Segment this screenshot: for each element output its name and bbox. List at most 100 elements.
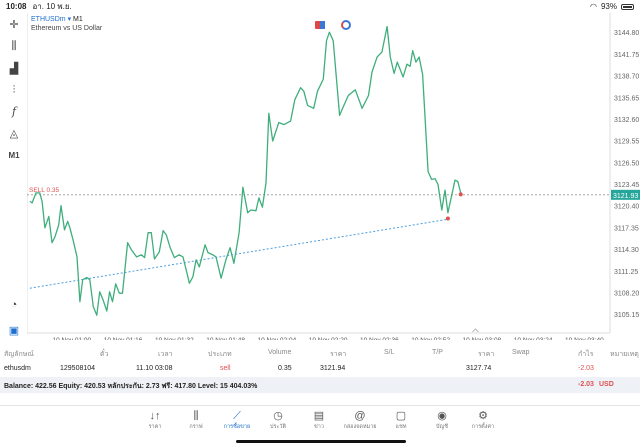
column-header[interactable]: ราคา: [330, 351, 347, 358]
cell-volume: 0.35: [278, 365, 292, 372]
tab-icon: ▢: [395, 410, 407, 422]
column-header[interactable]: สัญลักษณ์: [4, 351, 34, 358]
x-tick-label: 10 Nov 03:08: [463, 337, 502, 340]
tab-icon: ↓↑: [149, 410, 161, 422]
cell-current-price: 3127.74: [466, 365, 492, 372]
battery-icon: [621, 3, 634, 10]
sell-order-label: SELL 0.35: [29, 187, 60, 194]
tab-label: บัญชี: [436, 424, 448, 430]
cell-open-price: 3121.94: [320, 365, 346, 372]
tab-icon: @: [354, 410, 366, 422]
tab-label: การตั้งค่า: [471, 424, 495, 430]
chart-toolbar: ✛ ⫼ ▟ ⫶ f ◬ M1 ◔ ▣: [0, 13, 27, 338]
table-header: สัญลักษณ์ ตั๋ว เวลา ประเภท Volume ราคา S/L T/P ร…: [0, 345, 640, 361]
shapes-icon[interactable]: ◬: [9, 127, 19, 140]
chart-canvas[interactable]: 3144.80 3141.75 3138.70 3135.65 3132.60 3129.…: [27, 13, 640, 340]
symbol-name[interactable]: ETHUSDm: [31, 16, 66, 23]
tab-5[interactable]: @ กล่องจดหมาย: [340, 409, 380, 431]
cell-symbol: ethusdm: [4, 365, 31, 372]
status-time: 10:08: [6, 2, 27, 11]
tab-label: ข่าว: [314, 424, 324, 430]
column-header[interactable]: เวลา: [158, 351, 173, 358]
battery-percent: 93%: [600, 2, 617, 11]
x-tick-label: 10 Nov 02:20: [309, 337, 348, 340]
trade-marker: [445, 216, 450, 221]
bar-chart-icon[interactable]: ▟: [9, 62, 19, 75]
tab-icon: ◷: [273, 410, 283, 422]
y-tick-label: 3108.20: [614, 290, 639, 297]
tab-label: การซื้อขาย: [223, 424, 251, 430]
x-tick-label: 10 Nov 01:32: [155, 337, 194, 340]
cell-ticket: 129508104: [60, 365, 96, 372]
history-clock-icon[interactable]: ◔: [10, 299, 18, 311]
x-tick-label: 10 Nov 01:48: [206, 337, 245, 340]
y-tick-label: 3129.55: [614, 139, 639, 146]
indicators-icon[interactable]: ⫶: [12, 83, 16, 96]
x-tick-label: 10 Nov 01:00: [53, 337, 92, 340]
currency: USD: [599, 381, 614, 388]
balance-summary: Balance: 422.56 Equity: 420.53 หลักประกั…: [4, 383, 258, 390]
y-tick-label: 3141.75: [614, 52, 639, 59]
tab-label: กราฟ: [189, 424, 203, 430]
y-tick-label: 3135.65: [614, 95, 639, 102]
y-tick-label: 3120.40: [614, 204, 639, 211]
tab-icon: ⚙: [478, 410, 488, 422]
y-tick-label: 3111.25: [614, 269, 638, 276]
status-date: อา. 10 พ.ย.: [32, 2, 72, 11]
y-tick-label: 3117.35: [614, 225, 639, 232]
positions-table: สัญลักษณ์ ตั๋ว เวลา ประเภท Volume ราคา S/L T/P ร…: [0, 345, 640, 393]
tab-3[interactable]: ◷ ประวัติ: [258, 409, 298, 431]
tab-2[interactable]: ⟋ การซื้อขาย: [217, 409, 257, 431]
y-tick-label: 3132.60: [614, 117, 639, 124]
candlestick-icon[interactable]: ⫼: [11, 39, 17, 52]
tab-0[interactable]: ↓↑ ราคา: [135, 409, 175, 431]
column-header[interactable]: ตั๋ว: [100, 351, 109, 358]
tab-1[interactable]: ⫼ กราฟ: [176, 409, 216, 431]
timeframe-button[interactable]: M1: [8, 150, 20, 160]
tab-8[interactable]: ⚙ การตั้งค่า: [463, 409, 503, 431]
column-header[interactable]: ราคา: [478, 351, 495, 358]
y-tick-label: 3105.15: [614, 312, 639, 319]
price-chart[interactable]: 3144.80 3141.75 3138.70 3135.65 3132.60 3129.…: [27, 13, 640, 340]
x-tick-label: 10 Nov 03:24: [514, 337, 553, 340]
x-tick-label: 10 Nov 02:52: [411, 337, 450, 340]
trade-marker: [458, 192, 463, 197]
symbol-dropdown-icon[interactable]: ▾: [67, 16, 72, 23]
tab-label: ประวัติ: [269, 424, 287, 430]
x-tick-label: 10 Nov 03:40: [565, 337, 604, 340]
tab-6[interactable]: ▢ แชท: [381, 409, 421, 431]
bottom-tab-bar: ↓↑ ราคา ⫼ กราฟ ⟋ การซื้อขาย ◷ ประวัติ ▤ ข่าว @ กล่อ…: [0, 405, 640, 435]
crosshair-icon[interactable]: ✛: [9, 18, 19, 31]
symbol-info: ETHUSDm ▾ M1 Ethereum vs US Dollar: [31, 15, 102, 33]
cell-profit: -2.03: [578, 365, 594, 372]
column-header[interactable]: Swap: [512, 349, 530, 356]
table-row[interactable]: ethusdm 129508104 11.10 03:08 sell 0.35 …: [0, 361, 640, 377]
signal-icon[interactable]: [315, 21, 325, 29]
status-bar: 10:08 อา. 10 พ.ย. ◠ 93%: [0, 0, 640, 13]
tab-4[interactable]: ▤ ข่าว: [299, 409, 339, 431]
scroll-marker-icon: [472, 328, 479, 333]
tab-icon: ⫼: [193, 410, 199, 422]
tab-label: ราคา: [148, 424, 162, 430]
total-profit: -2.03: [578, 381, 594, 388]
x-tick-label: 10 Nov 02:04: [258, 337, 297, 340]
broker-logo-icon[interactable]: ▣: [8, 324, 20, 337]
home-indicator[interactable]: [236, 440, 406, 443]
x-tick-label: 10 Nov 02:36: [360, 337, 399, 340]
tab-icon: ◉: [437, 410, 447, 422]
tab-icon: ▤: [313, 410, 325, 422]
current-price-tag: [611, 189, 640, 200]
function-icon[interactable]: f: [11, 104, 17, 118]
column-header[interactable]: ประเภท: [208, 351, 232, 358]
y-tick-label: 3126.50: [614, 160, 639, 167]
tab-7[interactable]: ◉ บัญชี: [422, 409, 462, 431]
column-header[interactable]: หมายเหตุ: [610, 351, 639, 358]
x-tick-label: 10 Nov 01:16: [104, 337, 143, 340]
trading-toggle-icon[interactable]: [341, 20, 351, 30]
symbol-timeframe: M1: [73, 16, 83, 23]
y-tick-label: 3123.45: [614, 182, 639, 189]
column-header[interactable]: T/P: [432, 349, 443, 356]
column-header[interactable]: กำไร: [578, 351, 594, 358]
column-header[interactable]: Volume: [268, 349, 292, 356]
column-header[interactable]: S/L: [384, 349, 395, 356]
